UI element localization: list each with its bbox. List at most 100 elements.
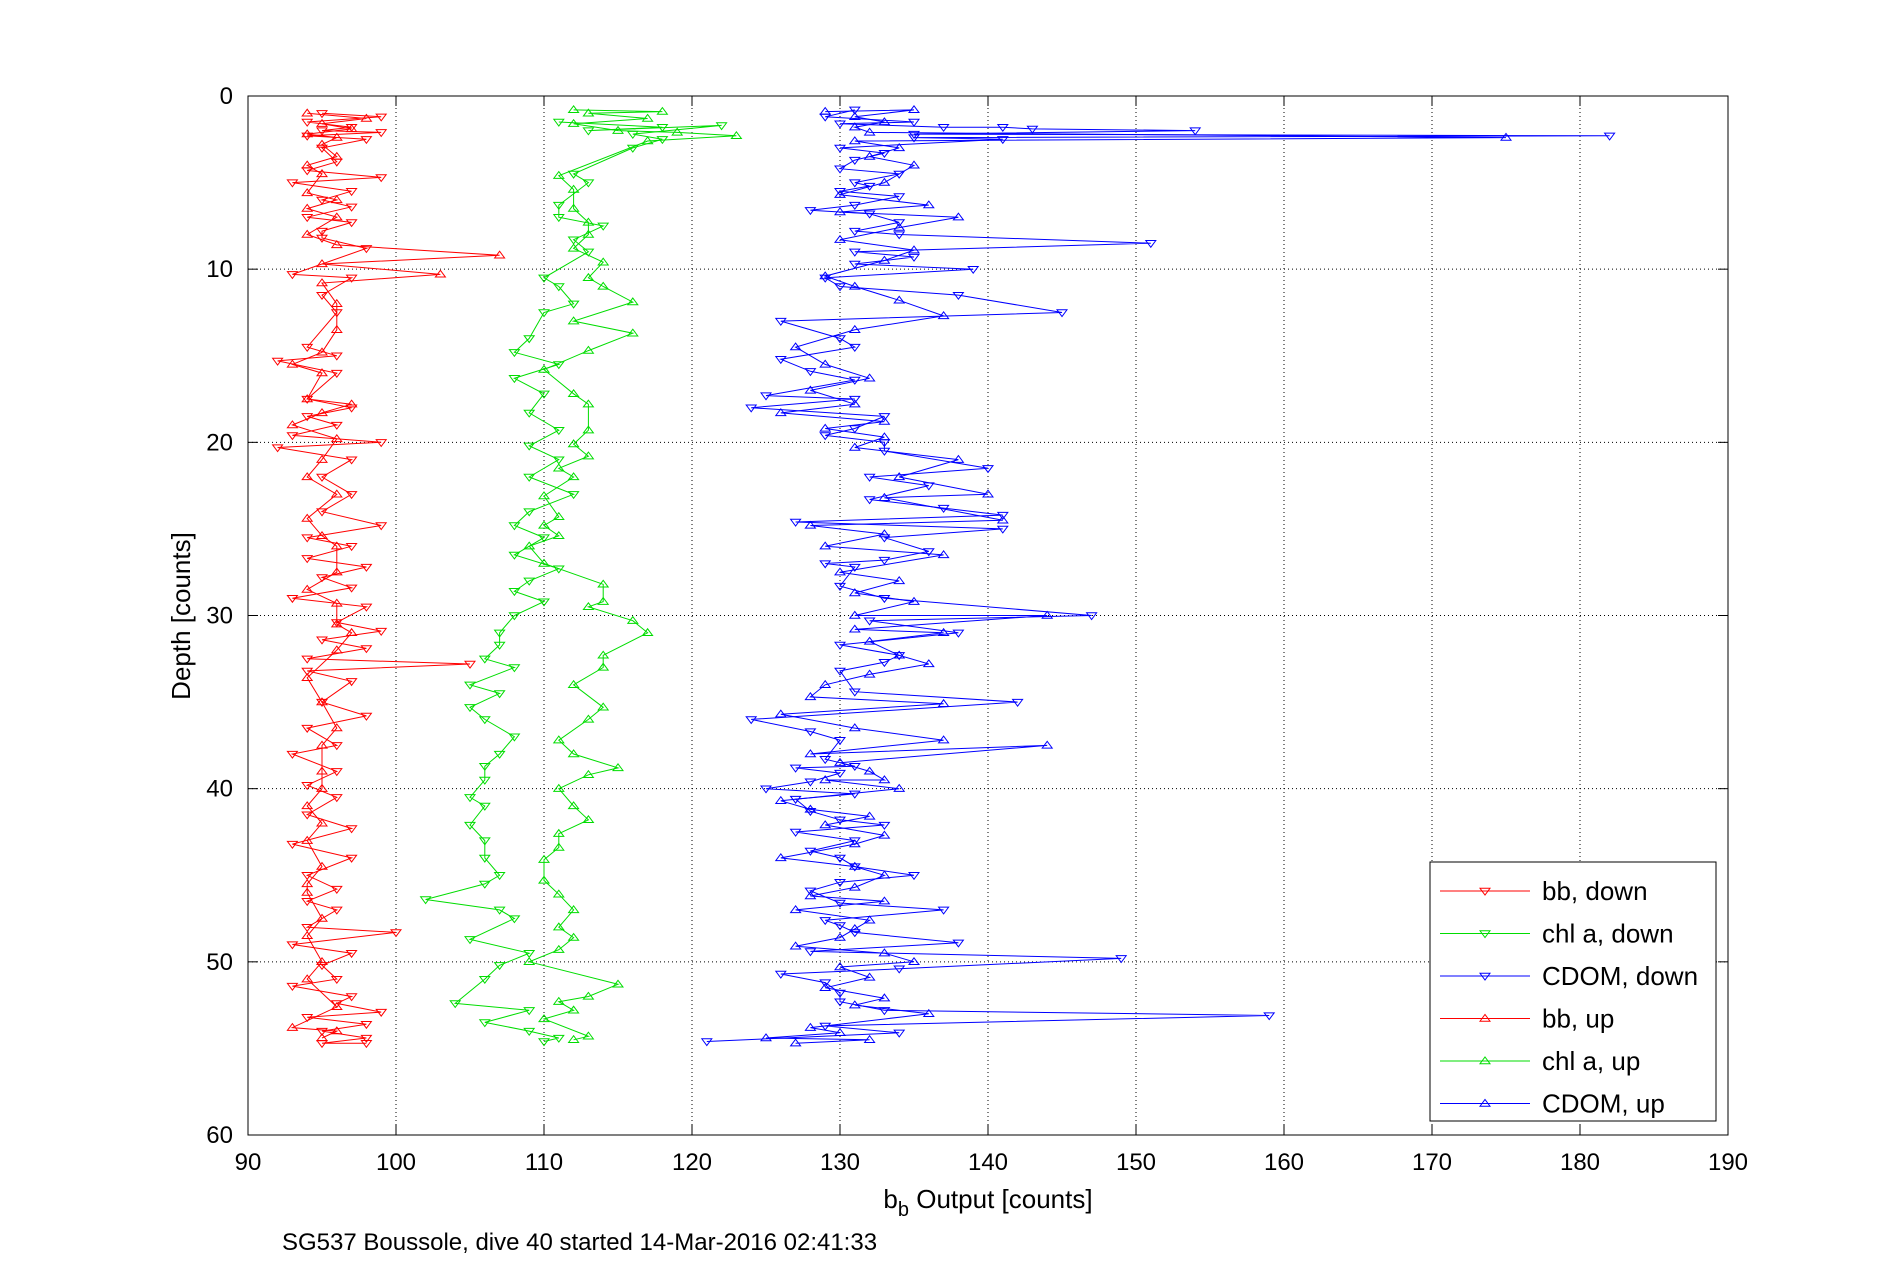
data-point [878, 993, 891, 1002]
data-point [345, 124, 358, 133]
data-point [330, 352, 343, 361]
data-point [937, 123, 950, 133]
data-point [552, 996, 565, 1005]
data-point [523, 335, 536, 344]
data-point [848, 790, 861, 799]
data-point [804, 948, 817, 957]
data-point [330, 1001, 343, 1011]
data-point [863, 1034, 876, 1043]
data-point [301, 835, 314, 844]
data-point [878, 413, 891, 422]
data-point [582, 229, 595, 238]
data-point [330, 567, 343, 576]
data-point [538, 1014, 550, 1023]
data-point [538, 390, 550, 399]
data-point [848, 882, 861, 891]
data-point [908, 245, 920, 254]
data-point [612, 125, 624, 134]
series-5 [760, 104, 1512, 1047]
data-point [301, 672, 314, 682]
data-point [834, 188, 846, 197]
data-point [834, 335, 846, 344]
data-point [286, 420, 299, 429]
data-point [330, 489, 343, 498]
data-point [1056, 309, 1068, 318]
data-point [316, 698, 328, 707]
data-point [834, 878, 846, 888]
data-point [567, 104, 580, 114]
data-point [582, 991, 595, 1000]
x-tick-label: 100 [376, 1149, 416, 1176]
data-point [523, 541, 536, 550]
data-point [597, 579, 610, 588]
data-point [834, 207, 846, 216]
data-point [301, 229, 314, 238]
data-point [316, 636, 328, 645]
y-tick-label: 40 [206, 776, 233, 803]
data-point [834, 234, 846, 243]
data-point [893, 193, 906, 202]
series-line [706, 109, 1610, 1042]
data-point [819, 775, 832, 784]
data-point [819, 979, 832, 988]
data-point [493, 962, 506, 971]
data-point [878, 432, 891, 441]
data-point [848, 837, 861, 846]
data-point [834, 816, 846, 825]
data-point [552, 842, 565, 851]
data-point [878, 556, 891, 565]
data-point [967, 265, 980, 275]
data-point [301, 801, 314, 810]
data-point [893, 965, 906, 974]
data-point [878, 416, 891, 425]
data-point [996, 123, 1009, 133]
data-point [508, 915, 521, 924]
data-point [626, 328, 639, 337]
data-point [834, 667, 846, 676]
data-point [834, 736, 846, 746]
data-point [893, 219, 906, 228]
x-tick-label: 160 [1264, 1149, 1304, 1176]
data-point [582, 814, 595, 824]
data-point [937, 627, 950, 637]
data-point [567, 472, 580, 481]
data-point [316, 697, 328, 706]
data-point [597, 596, 610, 605]
data-point [848, 227, 861, 236]
data-point [848, 723, 861, 732]
data-point [360, 712, 373, 721]
data-point [552, 530, 565, 540]
data-point [878, 594, 891, 604]
data-point [330, 433, 343, 443]
data-point [345, 825, 358, 834]
data-point [330, 794, 343, 803]
data-point [848, 425, 861, 434]
data-point [597, 222, 610, 231]
data-point [819, 423, 832, 432]
data-point [478, 776, 491, 785]
data-point [848, 399, 861, 408]
data-point [330, 885, 343, 894]
data-point [301, 343, 314, 352]
data-point [345, 456, 358, 465]
data-point [538, 558, 550, 567]
data-point [789, 764, 802, 773]
data-point [834, 189, 846, 198]
data-point [508, 551, 521, 560]
data-point [478, 655, 491, 664]
data-point [804, 728, 817, 737]
data-point [863, 972, 876, 981]
data-point [375, 1008, 388, 1017]
data-point [330, 421, 343, 430]
data-point [848, 324, 861, 333]
data-point [863, 669, 876, 678]
data-point [330, 151, 343, 160]
data-point [848, 395, 861, 404]
data-point [360, 645, 373, 654]
data-point [345, 219, 358, 228]
data-point [878, 659, 891, 668]
data-point [804, 887, 817, 896]
data-point [804, 520, 817, 529]
data-point [538, 274, 550, 283]
